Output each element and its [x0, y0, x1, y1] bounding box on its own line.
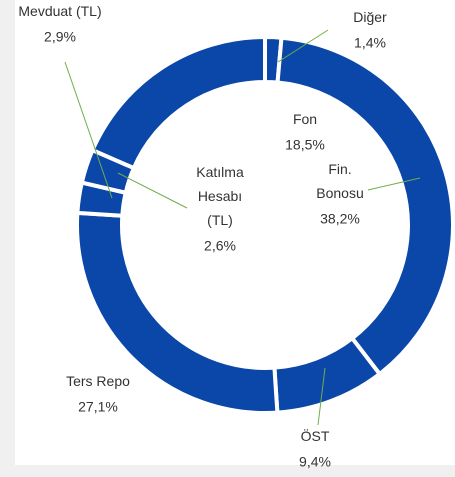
category-label: Diğer [353, 9, 387, 25]
leader-line [367, 177, 421, 191]
category-label: Fin. Bonosu [316, 161, 363, 201]
value-label: 18,5% [285, 137, 325, 153]
category-label: Katılma Hesabı (TL) [196, 164, 244, 228]
leader-line [64, 61, 113, 199]
value-label: 1,4% [354, 35, 386, 51]
category-label: Ters Repo [66, 373, 130, 389]
category-label: ÖST [301, 427, 330, 444]
value-label: 2,9% [44, 29, 76, 45]
value-label: 9,4% [299, 454, 331, 470]
leader-line [317, 367, 326, 426]
value-label: 38,2% [320, 211, 360, 227]
leader-line [117, 172, 188, 209]
leader-line [277, 29, 329, 63]
category-label: Mevduat (TL) [18, 3, 101, 19]
donut-segment [89, 34, 267, 171]
category-label: Fon [293, 111, 317, 127]
value-label: 2,6% [204, 238, 236, 254]
donut-segment [275, 35, 455, 377]
value-label: 27,1% [78, 399, 118, 415]
